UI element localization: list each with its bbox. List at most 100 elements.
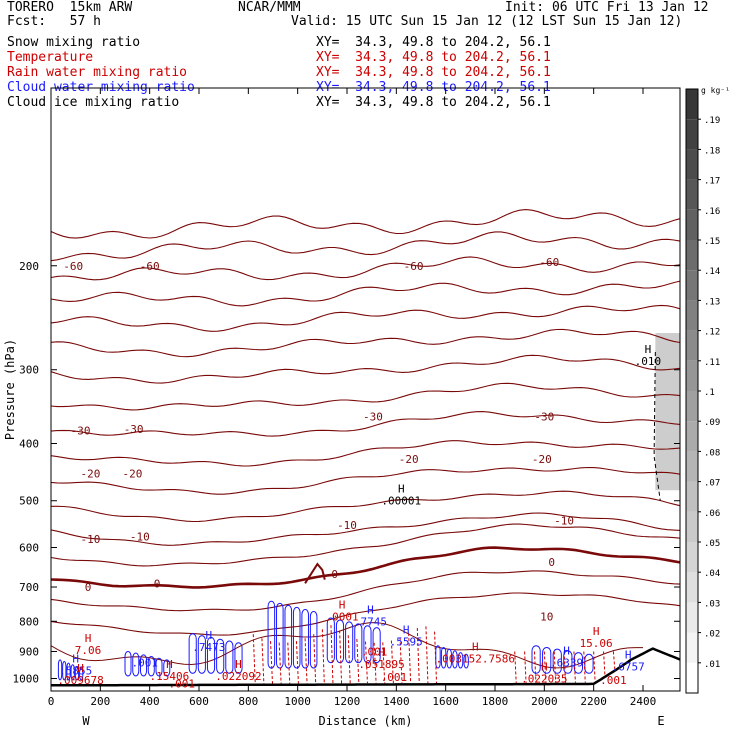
extremum-value: .15406 — [150, 670, 190, 683]
x-tick-label: 2000 — [531, 695, 558, 708]
y-tick-label: 400 — [19, 438, 39, 451]
rain-contour — [278, 642, 282, 684]
cloud-water-contour — [124, 650, 132, 677]
rain-contour — [533, 651, 537, 683]
rain-contour — [563, 651, 567, 683]
colorbar-segment — [686, 240, 698, 271]
init-label: Init: 06 UTC Fri 13 Jan 12 — [505, 0, 709, 15]
colorbar-tick-label: .12 — [704, 328, 720, 338]
colorbar-tick-label: .13 — [704, 297, 720, 307]
colorbar-segment — [686, 662, 698, 693]
x-end-label-right: E — [657, 714, 664, 728]
colorbar-tick-label: .18 — [704, 146, 720, 156]
colorbar-unit: g kg⁻¹ — [701, 86, 730, 95]
y-tick-label: 1000 — [13, 672, 40, 685]
field-name: Cloud ice mixing ratio — [7, 95, 180, 110]
rain-contour — [543, 651, 547, 683]
temperature-label: -20 — [532, 453, 552, 466]
cloud-water-contour — [140, 654, 148, 677]
isotherm — [50, 280, 681, 307]
cloud-water-contour — [57, 659, 63, 681]
cloud-ice-contour — [653, 352, 661, 501]
y-tick-label: 800 — [19, 615, 39, 628]
rain-contour — [365, 641, 368, 684]
temperature-label: -20 — [81, 468, 101, 481]
colorbar-tick-label: .04 — [704, 569, 720, 579]
temperature-label: 0 — [154, 577, 161, 590]
extremum-mark: H — [72, 653, 79, 666]
colorbar-tick-label: .08 — [704, 448, 720, 458]
x-tick-label: 800 — [238, 695, 258, 708]
x-tick-label: 2200 — [580, 695, 607, 708]
rain-contour — [434, 631, 438, 684]
isotherm-low — [50, 622, 643, 669]
isotherm — [50, 209, 681, 239]
extremum-value: .7745 — [354, 615, 387, 628]
isotherm-bump — [304, 562, 326, 584]
colorbar-segment — [686, 481, 698, 512]
isotherm — [50, 512, 681, 546]
y-tick-label: 900 — [19, 645, 39, 658]
extremum-value: .0001 — [326, 610, 359, 623]
colorbar-segment — [686, 270, 698, 301]
y-tick-label: 500 — [19, 495, 39, 508]
extremum-mark: H — [645, 343, 652, 356]
colorbar-tick-label: .03 — [704, 599, 720, 609]
temperature-label: -10 — [130, 531, 150, 544]
extremum-mark: H — [166, 658, 173, 671]
rain-contour — [373, 642, 377, 684]
extremum-value: .010 — [635, 355, 662, 368]
rain-contour — [416, 628, 420, 684]
colorbar-tick-label: .07 — [704, 479, 720, 489]
isotherm — [50, 546, 681, 589]
rain-contour — [321, 629, 325, 684]
field-xy: XY= 34.3, 49.8 to 204.2, 56.1 — [316, 65, 551, 80]
fcst-label: Fcst: 57 h — [7, 14, 101, 29]
rain-contour — [261, 638, 265, 684]
extremum-value: .00001 — [381, 495, 421, 508]
extremum-mark: H — [472, 640, 479, 653]
extremum-mark: H — [563, 645, 570, 658]
extremum-value: .001 — [361, 645, 388, 658]
isotherm — [50, 592, 681, 636]
colorbar-tick-label: .05 — [704, 539, 720, 549]
extremum-value: .5855 — [59, 665, 92, 678]
field-xy: XY= 34.3, 49.8 to 204.2, 56.1 — [316, 95, 551, 110]
rain-contour — [583, 651, 586, 683]
isotherm — [50, 440, 681, 467]
rain-contour — [612, 651, 616, 671]
extremum-value: 15.06 — [580, 637, 613, 650]
rain-contour — [514, 651, 517, 683]
colorbar-tick-label: .19 — [704, 116, 720, 126]
x-end-label-left: W — [82, 714, 90, 728]
isotherm — [50, 304, 681, 332]
colorbar-tick-label: .15 — [704, 237, 720, 247]
cloud-water-contour — [309, 610, 318, 669]
rain-contour — [347, 635, 351, 684]
rain-contour — [339, 630, 343, 684]
x-tick-label: 0 — [48, 695, 55, 708]
colorbar-segment — [686, 360, 698, 391]
colorbar-segment — [686, 511, 698, 542]
field-xy: XY= 34.3, 49.8 to 204.2, 56.1 — [316, 35, 551, 50]
colorbar-segment — [686, 149, 698, 180]
cloud-water-contour — [552, 648, 562, 674]
temperature-label: -30 — [534, 410, 554, 423]
rain-contour — [390, 640, 394, 684]
temperature-label: -30 — [124, 423, 144, 436]
rain-contour — [408, 633, 412, 684]
extremum-mark: H — [77, 662, 84, 675]
x-tick-label: 200 — [90, 695, 110, 708]
isotherm — [50, 256, 681, 281]
rain-contour — [382, 642, 386, 684]
temperature-label: -10 — [554, 514, 574, 527]
y-tick-label: 600 — [19, 541, 39, 554]
cloud-water-contour — [188, 633, 197, 674]
rain-contour — [524, 651, 527, 683]
isotherm — [50, 523, 681, 567]
y-tick-label: 700 — [19, 581, 39, 594]
x-tick-label: 1400 — [383, 695, 410, 708]
extremum-mark: H — [625, 649, 632, 662]
cloud-water-contour — [440, 646, 447, 669]
x-tick-label: 600 — [189, 695, 209, 708]
